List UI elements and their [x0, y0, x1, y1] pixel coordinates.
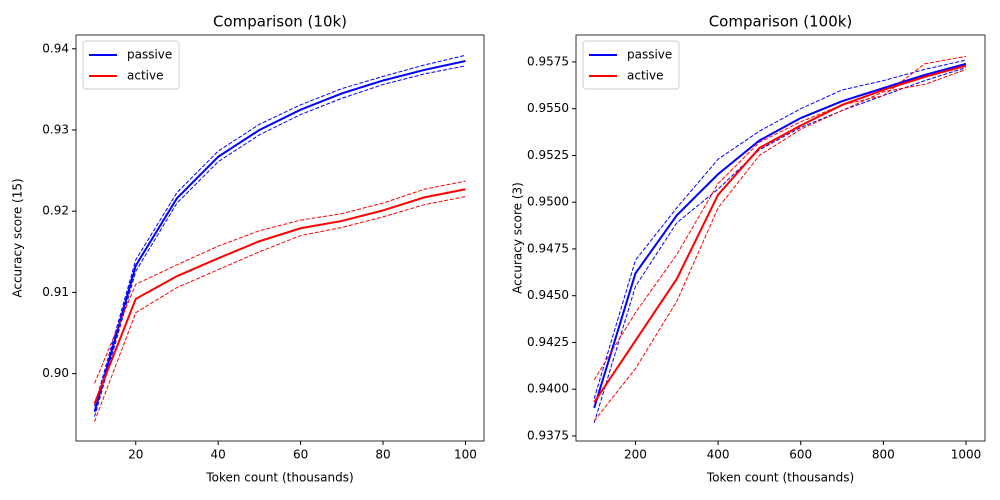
x-tick-label: 60 [293, 448, 308, 462]
band-line [94, 65, 466, 417]
legend-label: active [127, 69, 163, 83]
plot-frame [575, 34, 986, 442]
y-tick-label: 0.9425 [527, 335, 569, 349]
y-axis-label: Accuracy score (3) [511, 182, 525, 294]
y-axis-label: Accuracy score (15) [11, 178, 25, 297]
legend-label: passive [127, 48, 172, 62]
y-tick-label: 0.94 [42, 41, 69, 55]
y-tick-label: 0.9575 [527, 54, 569, 68]
x-tick-label: 600 [789, 448, 812, 462]
x-tick-label: 20 [128, 448, 143, 462]
chart-title: Comparison (10k) [213, 13, 347, 31]
series-line [93, 188, 466, 405]
y-tick-label: 0.90 [42, 366, 69, 380]
band-line [593, 68, 967, 422]
x-tick-label: 100 [454, 448, 477, 462]
band-line [593, 59, 967, 399]
plot-frame [75, 34, 485, 442]
y-tick-label: 0.9475 [527, 241, 569, 255]
y-tick-label: 0.9525 [527, 148, 569, 162]
y-tick-label: 0.9450 [527, 288, 569, 302]
band-line [593, 67, 967, 424]
chart-title: Comparison (100k) [709, 13, 853, 31]
legend-label: active [627, 69, 663, 83]
band-line [94, 180, 466, 384]
x-tick-label: 80 [375, 448, 390, 462]
series-line [93, 60, 466, 413]
y-tick-label: 0.9500 [527, 195, 569, 209]
series-line [593, 64, 967, 403]
x-axis-label: Token count (thousands) [706, 471, 854, 485]
series-line [593, 62, 967, 409]
x-axis-label: Token count (thousands) [205, 471, 353, 485]
x-tick-label: 1000 [951, 448, 982, 462]
x-tick-label: 400 [707, 448, 730, 462]
y-tick-label: 0.91 [42, 285, 69, 299]
band-line [94, 54, 466, 407]
y-tick-label: 0.9550 [527, 101, 569, 115]
band-line [593, 55, 967, 381]
x-tick-label: 800 [872, 448, 895, 462]
y-tick-label: 0.9375 [527, 428, 569, 442]
y-tick-label: 0.92 [42, 204, 69, 218]
band-line [94, 196, 466, 422]
y-tick-label: 0.93 [42, 123, 69, 137]
legend-label: passive [627, 48, 672, 62]
x-tick-label: 40 [211, 448, 226, 462]
y-tick-label: 0.9400 [527, 382, 569, 396]
x-tick-label: 200 [624, 448, 647, 462]
